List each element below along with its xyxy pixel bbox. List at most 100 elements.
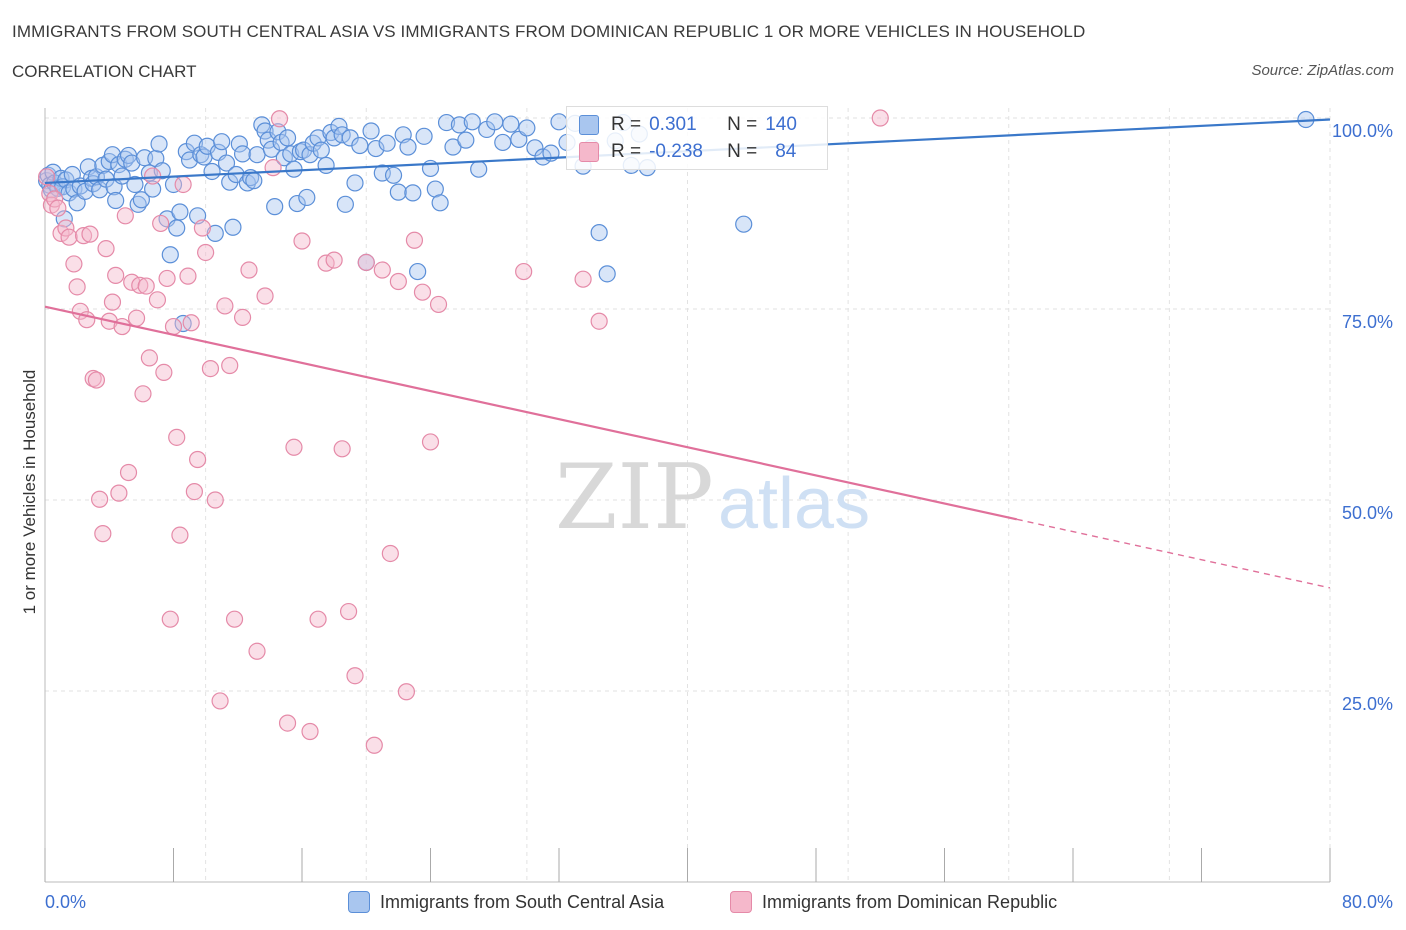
blue-data-point [590, 224, 608, 242]
blue-data-point [278, 129, 297, 147]
pink-data-point [325, 251, 343, 269]
pink-data-point [381, 544, 399, 563]
blue-data-point [494, 133, 512, 152]
n-label: N = [727, 141, 758, 162]
pink-data-point [240, 261, 258, 279]
pink-data-point [397, 683, 416, 701]
y-tick-label: 75.0% [1342, 312, 1393, 332]
pink-data-point [107, 266, 125, 284]
blue-data-point [150, 135, 168, 153]
pink-data-point [182, 314, 200, 332]
pink-data-point [74, 227, 93, 245]
pink-data-point [127, 309, 146, 327]
pink-data-point [193, 219, 212, 237]
blue-data-point [171, 203, 189, 221]
r-label: R = [611, 141, 642, 162]
axes [44, 108, 1331, 883]
pink-data-point [225, 610, 244, 628]
blue-data-point [367, 139, 385, 158]
legend-item-dominican-republic: Immigrants from Dominican Republic [730, 890, 1057, 914]
y-tick-label: 25.0% [1342, 694, 1393, 714]
pink-data-point [57, 219, 75, 237]
blue-data-point [399, 138, 417, 156]
pink-data-point [211, 692, 229, 710]
y-tick-label: 50.0% [1342, 503, 1393, 523]
blue-data-point [409, 262, 427, 281]
pink-data-point [52, 224, 70, 242]
pink-data-point [46, 190, 64, 208]
tick-labels: 25.0% 50.0% 75.0% 100.0% 0.0% 80.0% [45, 121, 1393, 912]
blue-data-point [502, 115, 520, 133]
pink-data-point [197, 243, 215, 262]
pink-data-point [389, 272, 407, 291]
blue-data-point [180, 151, 199, 169]
blue-data-point [217, 154, 236, 172]
pink-data-point [233, 308, 252, 327]
pink-trend-line [44, 305, 1018, 521]
chart-title: IMMIGRANTS FROM SOUTH CENTRAL ASIA VS IM… [12, 22, 1086, 41]
blue-data-point [168, 219, 186, 237]
pink-data-point [49, 199, 67, 217]
blue-data-point [470, 160, 488, 178]
pink-data-point [164, 317, 183, 336]
pink-data-point [97, 240, 115, 258]
stats-row-blue: R = 0.301 N = 140 [579, 113, 797, 137]
watermark: ZIP atlas [555, 445, 870, 550]
blue-data-point [351, 136, 369, 155]
blue-data-point [298, 188, 316, 207]
blue-swatch [579, 115, 599, 135]
pink-data-point [357, 253, 375, 271]
pink-data-point [137, 277, 155, 295]
pink-data-point [60, 228, 78, 246]
chart-subtitle: CORRELATION CHART [12, 62, 197, 81]
blue-data-point [346, 174, 364, 192]
n-value: 140 [765, 114, 797, 135]
blue-data-point [126, 175, 144, 194]
pink-data-point [413, 283, 432, 301]
pink-data-point [201, 359, 220, 378]
stats-legend: R = 0.301 N = 140 R = -0.238 N = 84 [566, 106, 828, 170]
pink-data-point [206, 491, 224, 509]
pink-data-point [168, 428, 186, 446]
pink-data-point [174, 175, 192, 194]
r-value: -0.238 [649, 141, 703, 162]
pink-data-point [134, 385, 152, 403]
watermark-atlas: atlas [718, 464, 870, 544]
blue-data-point [107, 191, 125, 210]
blue-data-point [486, 113, 504, 131]
pink-data-point [365, 736, 383, 754]
blue-data-point [288, 194, 306, 213]
pink-data-point [161, 610, 179, 628]
blue-data-point [389, 183, 407, 201]
pink-data-point [152, 214, 170, 233]
pink-data-point [68, 278, 86, 296]
pink-data-point [171, 526, 189, 544]
pink-data-point [309, 610, 327, 628]
blue-data-point [404, 184, 422, 202]
pink-data-point [574, 270, 592, 288]
blue-data-point [132, 191, 150, 209]
legend-label: Immigrants from Dominican Republic [762, 891, 1058, 912]
blue-data-point [336, 195, 354, 213]
pink-data-point [148, 291, 167, 309]
pink-data-point [373, 261, 391, 279]
blue-data-point [415, 127, 433, 145]
blue-data-point [735, 215, 753, 233]
blue-data-point [550, 113, 568, 131]
pink-data-point [256, 287, 274, 305]
y-axis-label: 1 or more Vehicles in Household [20, 370, 39, 615]
blue-data-point [203, 162, 221, 181]
pink-data-point [140, 349, 159, 367]
blue-data-point [463, 113, 481, 131]
pink-data-point [87, 371, 106, 389]
pink-data-point [346, 667, 364, 685]
pink-data-point [116, 207, 134, 225]
r-value: 0.301 [649, 114, 697, 135]
pink-data-point [155, 363, 173, 382]
pink-data-point [119, 463, 138, 482]
pink-trend-line-dashed [1016, 518, 1331, 589]
pink-data-point [94, 525, 112, 543]
n-value: 84 [775, 141, 797, 162]
pink-data-point [339, 602, 358, 621]
